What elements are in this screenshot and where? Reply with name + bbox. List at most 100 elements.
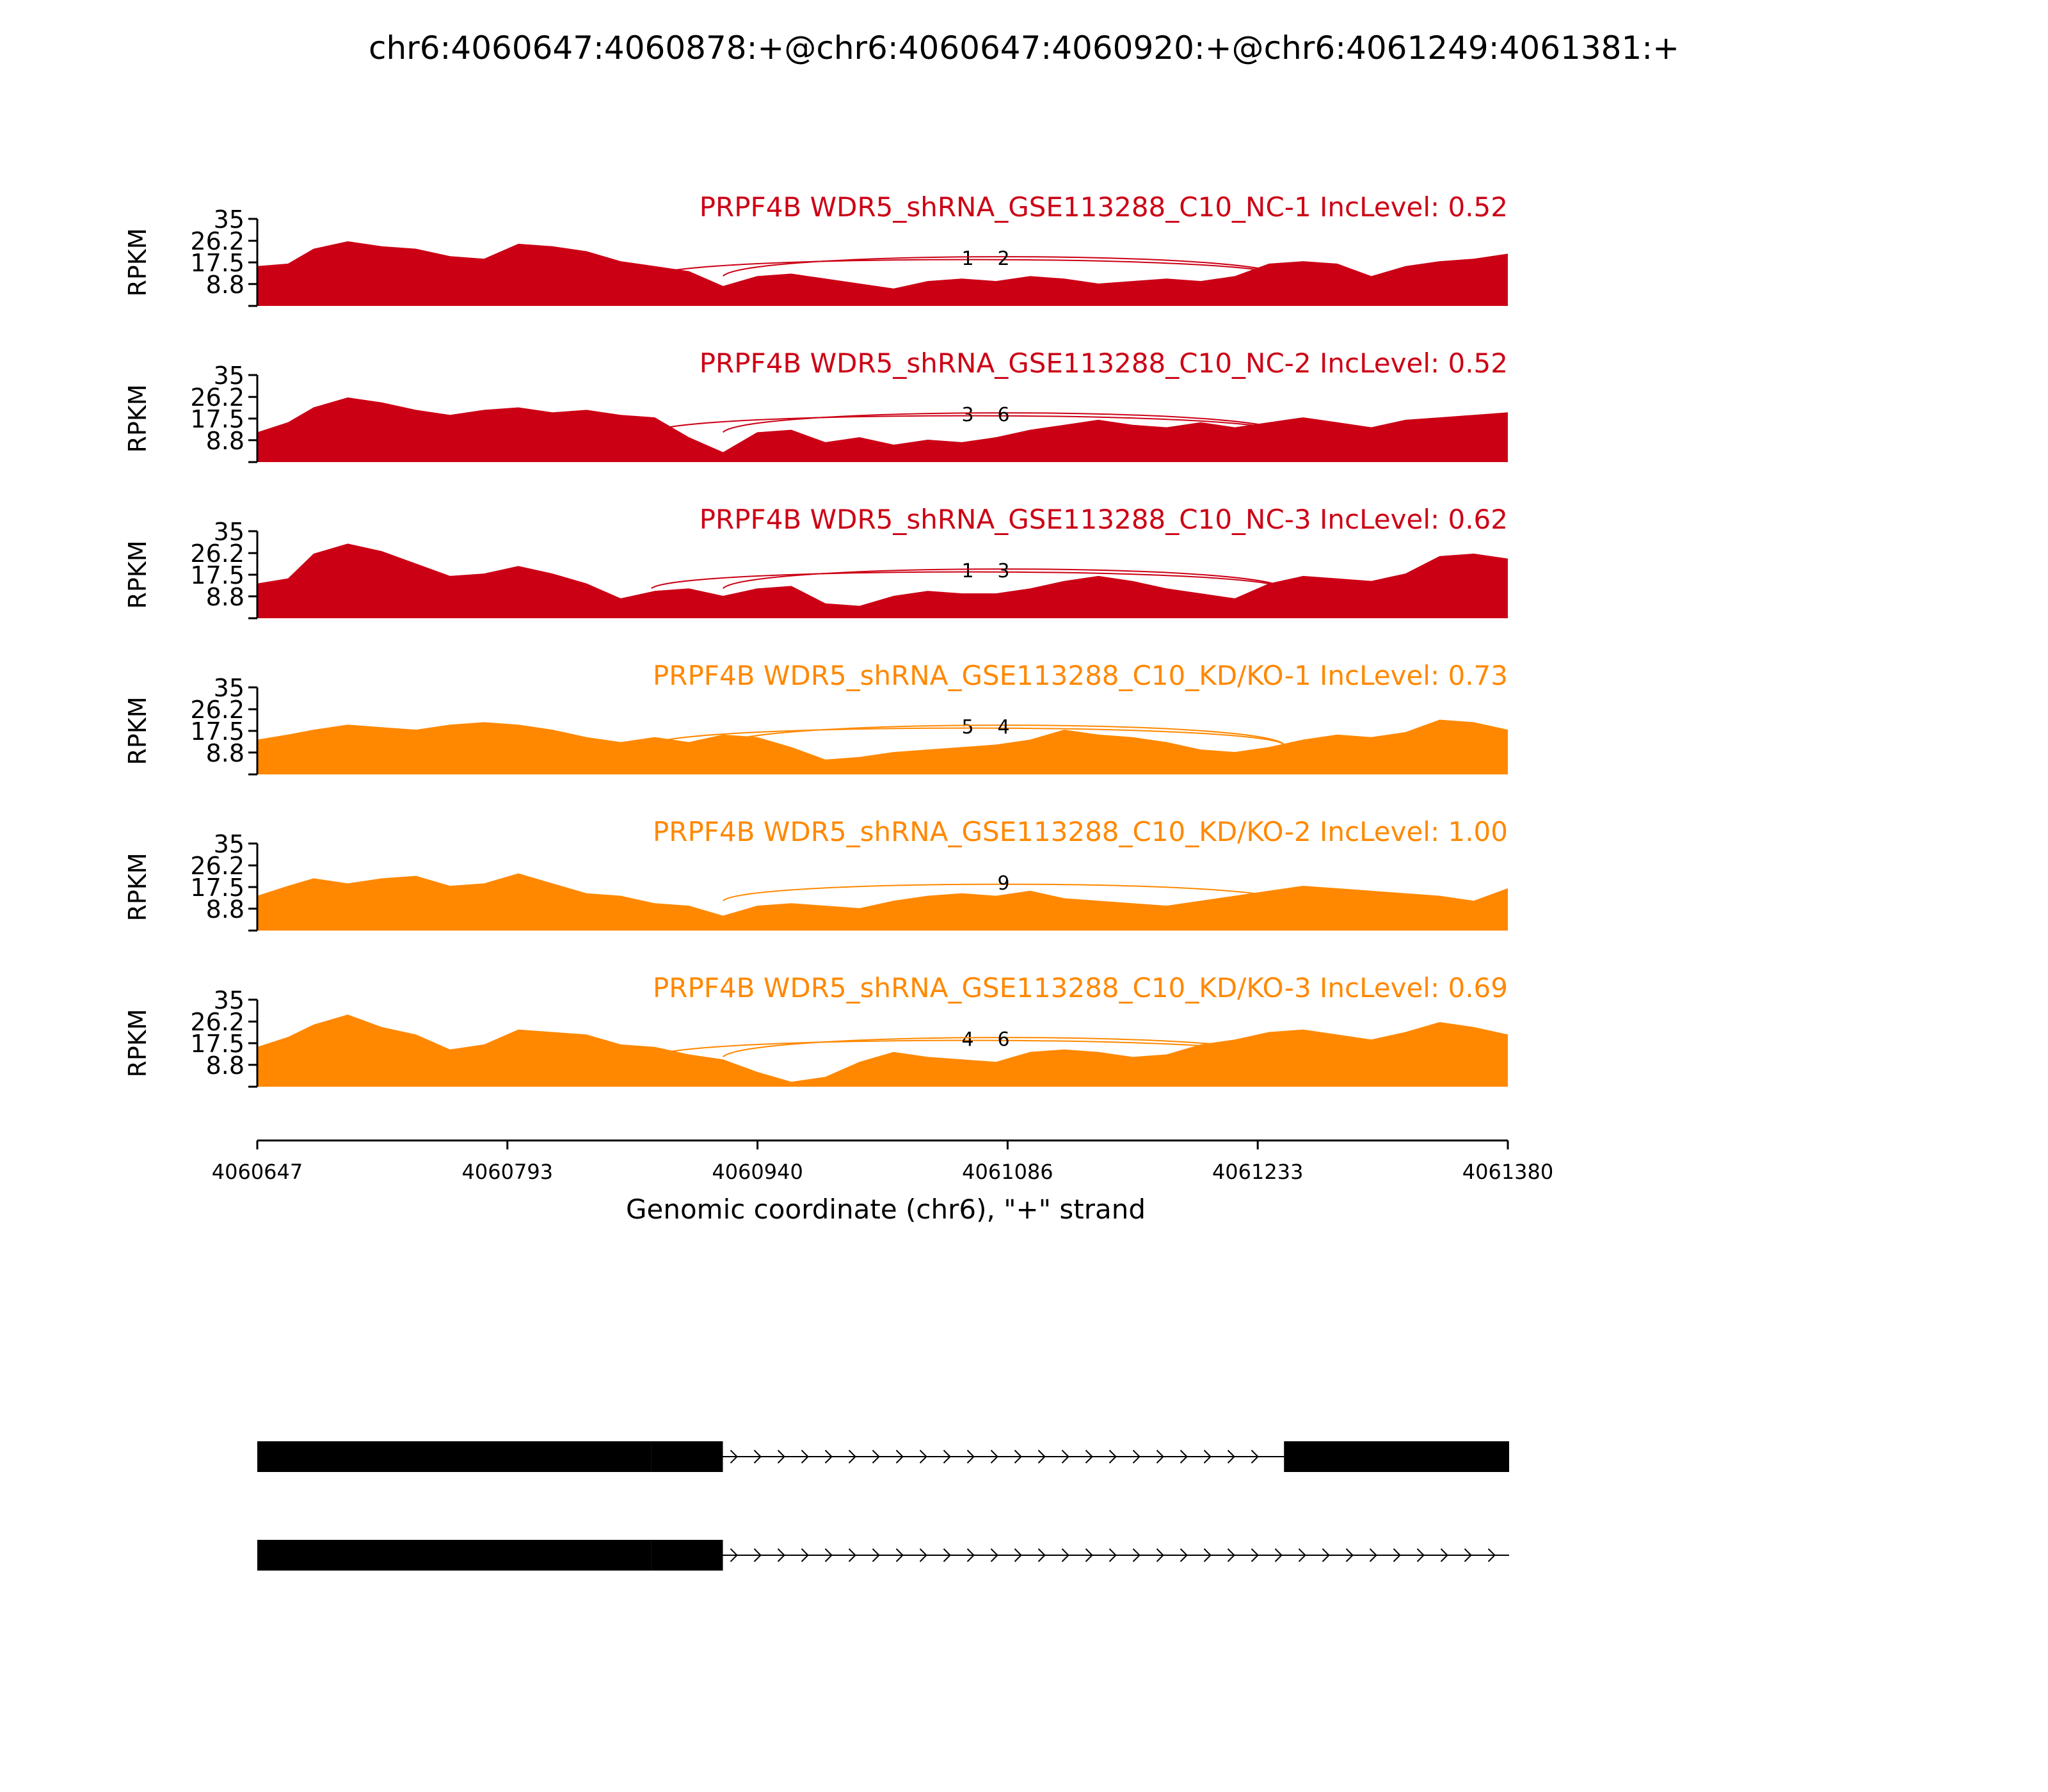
y-tick-label: 17.5 bbox=[190, 249, 244, 277]
strand-arrow-icon bbox=[966, 1548, 975, 1562]
coverage-panel: 4 6 8.817.526.235 RPKM PRPF4B WDR5_shRNA_GSE… bbox=[124, 972, 1508, 1088]
x-tick-label: 4061233 bbox=[1212, 1160, 1304, 1184]
strand-arrow-icon bbox=[777, 1548, 785, 1562]
strand-arrow-icon bbox=[872, 1548, 880, 1562]
strand-arrow-icon bbox=[1322, 1548, 1330, 1562]
coverage-area bbox=[257, 719, 1508, 774]
strand-arrow-icon bbox=[1298, 1548, 1306, 1562]
strand-arrow-icon bbox=[753, 1548, 762, 1562]
coverage-panel: 9 8.817.526.235 RPKM PRPF4B WDR5_shRNA_GSE1… bbox=[124, 816, 1508, 932]
y-axis-label: RPKM bbox=[124, 540, 152, 609]
junction-arc bbox=[723, 724, 1285, 746]
strand-arrow-icon bbox=[801, 1450, 809, 1464]
x-axis: 4060647 4060793 4060940 4061086 4061233 40613… bbox=[212, 1139, 1553, 1184]
coverage-panel: 3 6 8.817.526.235 RPKM PRPF4B WDR5_shRNA_GSE… bbox=[124, 348, 1508, 463]
strand-arrow-icon bbox=[1156, 1548, 1164, 1562]
y-tick-label: 35 bbox=[214, 205, 244, 234]
coverage-panel: 5 4 8.817.526.235 RPKM PRPF4B WDR5_shRNA_GSE… bbox=[124, 660, 1508, 776]
y-tick-label: 8.8 bbox=[206, 895, 244, 924]
strand-arrow-icon bbox=[1085, 1548, 1093, 1562]
strand-arrow-icon bbox=[1274, 1548, 1283, 1562]
junction-count-label: 1 bbox=[961, 248, 973, 270]
y-tick-label: 8.8 bbox=[206, 271, 244, 299]
sample-label: PRPF4B WDR5_shRNA_GSE113288_C10_KD/KO-1 … bbox=[653, 660, 1508, 691]
sample-label: PRPF4B WDR5_shRNA_GSE113288_C10_KD/KO-3 … bbox=[653, 972, 1508, 1004]
y-tick-label: 35 bbox=[214, 362, 244, 390]
exon-block bbox=[651, 1540, 723, 1571]
sample-label: PRPF4B WDR5_shRNA_GSE113288_C10_KD/KO-2 … bbox=[653, 816, 1508, 847]
coverage-area bbox=[257, 397, 1508, 462]
strand-arrow-icon bbox=[1487, 1548, 1496, 1562]
strand-arrow-icon bbox=[1464, 1548, 1472, 1562]
strand-arrow-icon bbox=[848, 1450, 856, 1464]
strand-arrow-icon bbox=[1014, 1450, 1022, 1464]
junction-arc bbox=[723, 883, 1285, 902]
strand-arrow-icon bbox=[966, 1450, 975, 1464]
strand-arrow-icon bbox=[1108, 1548, 1117, 1562]
coverage-area bbox=[257, 873, 1508, 931]
sample-label: PRPF4B WDR5_shRNA_GSE113288_C10_NC-2 Inc… bbox=[700, 348, 1508, 379]
strand-arrow-icon bbox=[1156, 1450, 1164, 1464]
y-tick-label: 26.2 bbox=[190, 696, 244, 724]
strand-arrow-icon bbox=[1085, 1450, 1093, 1464]
strand-arrow-icon bbox=[1369, 1548, 1377, 1562]
strand-arrow-icon bbox=[1037, 1548, 1046, 1562]
strand-arrow-icon bbox=[1203, 1548, 1212, 1562]
y-tick-label: 17.5 bbox=[190, 405, 244, 433]
y-axis-label: RPKM bbox=[124, 696, 152, 765]
strand-arrow-icon bbox=[1061, 1450, 1069, 1464]
coverage-area bbox=[257, 543, 1508, 618]
strand-arrow-icon bbox=[1440, 1548, 1448, 1562]
strand-arrow-icon bbox=[1345, 1548, 1354, 1562]
strand-arrow-icon bbox=[1416, 1548, 1425, 1562]
strand-arrow-icon bbox=[1251, 1450, 1259, 1464]
strand-arrow-icon bbox=[1061, 1548, 1069, 1562]
strand-arrow-icon bbox=[895, 1548, 904, 1562]
junction-count-label: 3 bbox=[961, 404, 973, 426]
strand-arrow-icon bbox=[1132, 1450, 1140, 1464]
junction-arc bbox=[723, 412, 1285, 433]
y-tick-label: 26.2 bbox=[190, 852, 244, 880]
junction-count-label: 1 bbox=[961, 560, 973, 582]
y-axis-label: RPKM bbox=[124, 384, 152, 452]
strand-arrow-icon bbox=[990, 1548, 998, 1562]
junction-count-label: 2 bbox=[997, 248, 1009, 270]
sample-label: PRPF4B WDR5_shRNA_GSE113288_C10_NC-3 Inc… bbox=[700, 504, 1508, 535]
y-axis-label: RPKM bbox=[124, 228, 152, 296]
y-tick-label: 26.2 bbox=[190, 540, 244, 568]
strand-arrow-icon bbox=[848, 1548, 856, 1562]
junction-count-label: 4 bbox=[997, 716, 1009, 739]
strand-arrow-icon bbox=[1132, 1548, 1140, 1562]
junction-count-label: 6 bbox=[997, 1028, 1009, 1051]
strand-arrow-icon bbox=[943, 1450, 951, 1464]
strand-arrow-icon bbox=[824, 1548, 833, 1562]
strand-arrow-icon bbox=[801, 1548, 809, 1562]
strand-arrow-icon bbox=[895, 1450, 904, 1464]
transcript-model bbox=[257, 1540, 1509, 1571]
junction-count-label: 9 bbox=[997, 872, 1009, 895]
junction-count-label: 3 bbox=[997, 560, 1009, 582]
y-tick-label: 17.5 bbox=[190, 561, 244, 589]
x-axis-label: Genomic coordinate (chr6), "+" strand bbox=[626, 1194, 1146, 1225]
strand-arrow-icon bbox=[824, 1450, 833, 1464]
strand-arrow-icon bbox=[919, 1450, 927, 1464]
exon-block bbox=[651, 1441, 723, 1472]
strand-arrow-icon bbox=[1227, 1450, 1235, 1464]
y-tick-label: 35 bbox=[214, 674, 244, 702]
y-tick-label: 8.8 bbox=[206, 1052, 244, 1080]
junction-arc bbox=[651, 259, 1285, 277]
y-tick-label: 35 bbox=[214, 986, 244, 1014]
y-tick-label: 17.5 bbox=[190, 874, 244, 902]
y-tick-label: 26.2 bbox=[190, 1008, 244, 1036]
y-tick-label: 8.8 bbox=[206, 739, 244, 767]
strand-arrow-icon bbox=[1014, 1548, 1022, 1562]
junction-arc bbox=[651, 415, 1285, 433]
y-tick-label: 17.5 bbox=[190, 1030, 244, 1058]
strand-arrow-icon bbox=[730, 1450, 738, 1464]
x-tick-label: 4060793 bbox=[462, 1160, 554, 1184]
x-tick-label: 4060647 bbox=[212, 1160, 303, 1184]
strand-arrow-icon bbox=[753, 1450, 762, 1464]
strand-arrow-icon bbox=[1203, 1450, 1212, 1464]
strand-arrow-icon bbox=[990, 1450, 998, 1464]
strand-arrow-icon bbox=[943, 1548, 951, 1562]
